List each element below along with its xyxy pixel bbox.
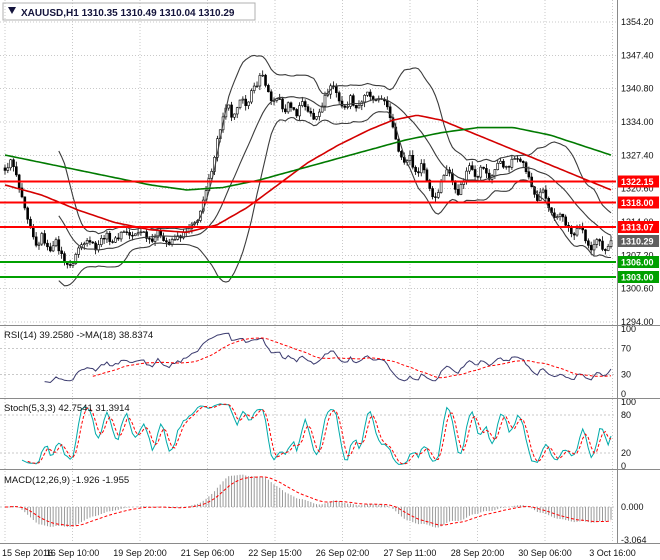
bid-price-tag-label: 1310.29 [621, 236, 654, 246]
stoch-k-line [21, 403, 612, 465]
price-tags-layer: 1322.15 1318.00 1313.07 1306.00 1303.00 1310.… [618, 175, 659, 284]
candlestick-series [3, 70, 613, 269]
main-price-panel [3, 54, 613, 287]
rsi-panel [0, 332, 616, 384]
main-y-axis-label: 1320.60 [621, 184, 654, 194]
main-y-axis-label: 1340.80 [621, 84, 654, 94]
support-price-tag [618, 271, 659, 284]
chart-symbol-icon [8, 7, 16, 14]
macd-signal-line [5, 476, 612, 527]
macd-label: MACD(12,26,9) -1.926 -1.955 [4, 475, 129, 486]
rsi-y-axis-label: 30 [621, 370, 631, 380]
macd-y-axis-label: 0.000 [621, 502, 644, 512]
red-moving-average-line [4, 114, 612, 234]
stoch-y-axis-label: 80 [621, 410, 631, 420]
macd-panel [0, 474, 616, 528]
time-axis-label: 28 Sep 20:00 [451, 548, 505, 558]
time-axis-label: 15 Sep 2016 [2, 548, 53, 558]
support-price-tag [618, 256, 659, 269]
time-axis-label: 16 Sep 10:00 [46, 548, 100, 558]
main-y-axis-label: 1334.00 [621, 117, 654, 127]
time-axis-label: 30 Sep 06:00 [518, 548, 572, 558]
rsi-label: RSI(14) 39.2580 ->MA(18) 38.8374 [4, 330, 153, 341]
resistance-price-tag [618, 175, 659, 188]
support-price-tag-label: 1303.00 [621, 273, 654, 283]
time-axis-label: 3 Oct 16:00 [589, 548, 636, 558]
bollinger-upper-band [58, 54, 612, 235]
stoch-y-axis-label: 0 [621, 461, 626, 471]
main-y-axis-label: 1294.00 [621, 317, 654, 327]
main-y-axis-label: 1347.40 [621, 50, 654, 60]
chart-title: XAUUSD,H1 1310.35 1310.49 1310.04 1310.2… [21, 8, 235, 19]
time-axis-label: 26 Sep 02:00 [316, 548, 370, 558]
rsi-line [44, 332, 612, 384]
resistance-price-tag [618, 196, 659, 209]
time-axis-label: 21 Sep 06:00 [181, 548, 235, 558]
support-price-tag-label: 1306.00 [621, 258, 654, 268]
title-box-frame [2, 2, 256, 21]
main-y-axis-label: 1300.60 [621, 284, 654, 294]
rsi-y-axis-label: 0 [621, 389, 626, 399]
stochastic-panel [0, 403, 616, 465]
stoch-label: Stoch(5,3,3) 42.7541 31.3914 [4, 403, 130, 414]
macd-y-axis-label: -3.064 [621, 535, 647, 545]
resistance-price-tag-label: 1322.15 [621, 177, 654, 187]
main-y-axis-label: 1307.20 [621, 250, 654, 260]
resistance-price-tag-label: 1318.00 [621, 198, 654, 208]
main-y-axis-label: 1354.20 [621, 17, 654, 27]
chart-title-box: XAUUSD,H1 1310.35 1310.49 1310.04 1310.2… [2, 2, 256, 21]
resistance-price-tag-label: 1313.07 [621, 222, 654, 232]
resistance-price-tag [618, 220, 659, 233]
macd-histogram [7, 474, 612, 528]
bid-price-tag [618, 234, 659, 247]
rsi-ma-line [92, 337, 612, 379]
rsi-y-axis-label: 100 [621, 324, 636, 334]
rsi-y-axis-label: 70 [621, 344, 631, 354]
grid-layer [0, 0, 616, 544]
stoch-d-line [27, 403, 612, 465]
time-axis-label: 22 Sep 15:00 [248, 548, 302, 558]
time-axis-label: 27 Sep 11:00 [384, 548, 437, 558]
price-levels-layer [0, 180, 616, 279]
stoch-y-axis-label: 100 [621, 397, 636, 407]
time-axis-label: 19 Sep 20:00 [113, 548, 167, 558]
bollinger-middle-band [58, 96, 612, 251]
stoch-y-axis-label: 20 [621, 448, 631, 458]
green-moving-average-line [4, 126, 612, 191]
main-y-axis-label: 1327.40 [621, 150, 654, 160]
